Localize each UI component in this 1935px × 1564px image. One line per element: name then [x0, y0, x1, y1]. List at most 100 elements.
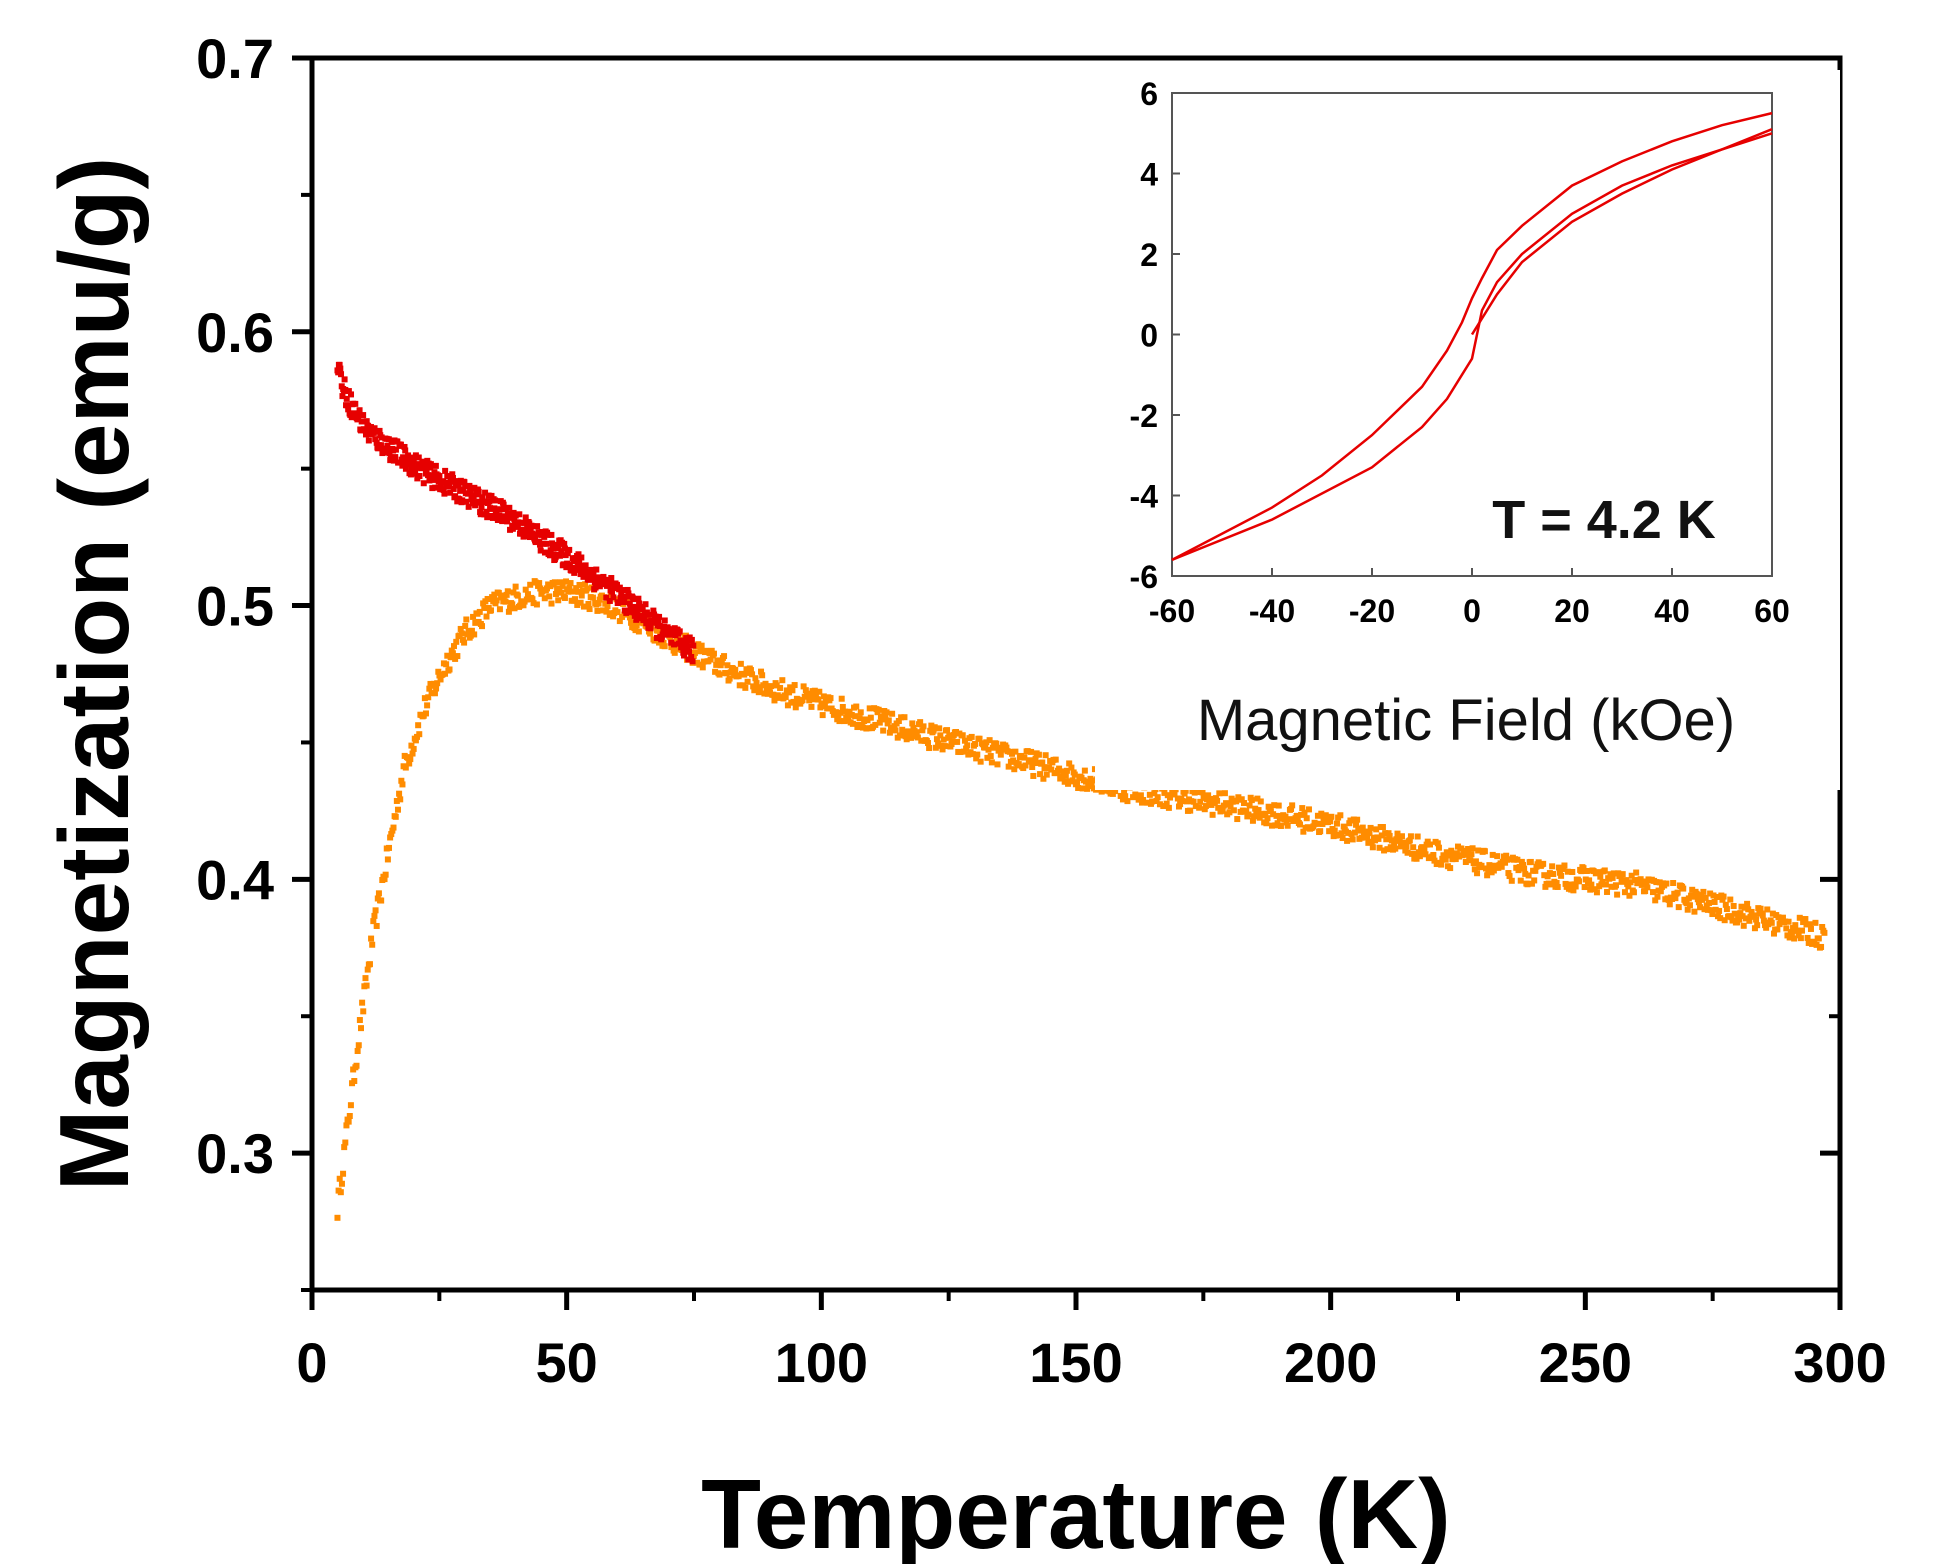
data-point [753, 680, 760, 687]
data-point [547, 583, 554, 590]
data-point [476, 498, 483, 505]
data-point [467, 632, 474, 639]
data-point [1740, 922, 1747, 929]
data-point [1412, 851, 1419, 858]
data-point [864, 717, 871, 724]
data-point [635, 628, 642, 635]
data-point [338, 371, 345, 378]
data-point [584, 585, 591, 592]
data-point [903, 736, 910, 743]
data-point [408, 742, 415, 749]
data-point [493, 508, 500, 515]
inset-x-tick-label: -20 [1349, 593, 1395, 629]
data-point [406, 760, 413, 767]
data-point [1744, 900, 1751, 907]
data-point [578, 592, 585, 599]
data-point [1205, 792, 1212, 799]
data-point [489, 514, 496, 521]
data-point [1561, 862, 1568, 869]
data-point [470, 493, 477, 500]
data-point [846, 708, 853, 715]
data-point [710, 650, 717, 657]
data-point [1271, 802, 1278, 809]
data-point [1700, 888, 1707, 895]
data-point [486, 498, 493, 505]
inset-x-tick-label: 0 [1463, 593, 1481, 629]
data-point [432, 462, 439, 469]
data-point [1353, 821, 1360, 828]
data-point [1071, 771, 1078, 778]
data-point [1519, 861, 1526, 868]
data-point [928, 722, 935, 729]
data-point [425, 472, 432, 479]
data-point [812, 691, 819, 698]
data-point [1443, 849, 1450, 856]
data-point [1366, 830, 1373, 837]
data-point [461, 479, 468, 486]
data-point [744, 678, 751, 685]
data-point [413, 464, 420, 471]
data-point [373, 922, 380, 929]
data-point [660, 639, 667, 646]
data-point [1085, 783, 1092, 790]
data-point [511, 515, 518, 522]
data-point [1034, 760, 1041, 767]
data-point [1430, 852, 1437, 859]
data-point [1474, 870, 1481, 877]
data-point [1541, 872, 1548, 879]
data-point [946, 732, 953, 739]
data-point [1253, 811, 1260, 818]
data-point [1230, 807, 1237, 814]
data-point [806, 697, 813, 704]
data-point [661, 617, 668, 624]
data-point [654, 627, 661, 634]
data-point [886, 729, 893, 736]
data-point [839, 704, 846, 711]
data-point [363, 418, 370, 425]
data-point [1214, 797, 1221, 804]
data-point [1354, 816, 1361, 823]
data-point [1010, 757, 1017, 764]
data-point [575, 551, 582, 558]
inset-loop-descending [1171, 111, 1773, 562]
data-point [931, 724, 938, 731]
data-point [425, 694, 432, 701]
data-point [1751, 925, 1758, 932]
data-point [1005, 763, 1012, 770]
data-point [521, 533, 528, 540]
data-point [378, 897, 385, 904]
data-point [939, 746, 946, 753]
data-point [721, 653, 728, 660]
data-point [358, 418, 365, 425]
data-point [1721, 917, 1728, 924]
data-point [993, 740, 1000, 747]
data-point [1209, 811, 1216, 818]
data-point [1517, 877, 1524, 884]
data-point [1386, 832, 1393, 839]
data-point [1626, 892, 1633, 899]
data-point [1339, 835, 1346, 842]
data-point [362, 975, 369, 982]
data-point [1195, 787, 1202, 794]
data-point [454, 653, 461, 660]
data-point [342, 386, 349, 393]
data-point [1486, 862, 1493, 869]
data-point [908, 734, 915, 741]
series-fc [334, 361, 697, 665]
data-point [823, 697, 830, 704]
data-point [1558, 872, 1565, 879]
data-point [961, 737, 968, 744]
data-point [1161, 789, 1168, 796]
data-point [1332, 832, 1339, 839]
data-point [770, 691, 777, 698]
data-point [1532, 867, 1539, 874]
data-point [593, 566, 600, 573]
main-x-tick-label: 50 [536, 1331, 598, 1394]
data-point [1270, 811, 1277, 818]
data-point [856, 715, 863, 722]
data-point [671, 641, 678, 648]
data-point [427, 461, 434, 468]
data-point [1388, 837, 1395, 844]
data-point [343, 1122, 350, 1129]
data-point [892, 727, 899, 734]
